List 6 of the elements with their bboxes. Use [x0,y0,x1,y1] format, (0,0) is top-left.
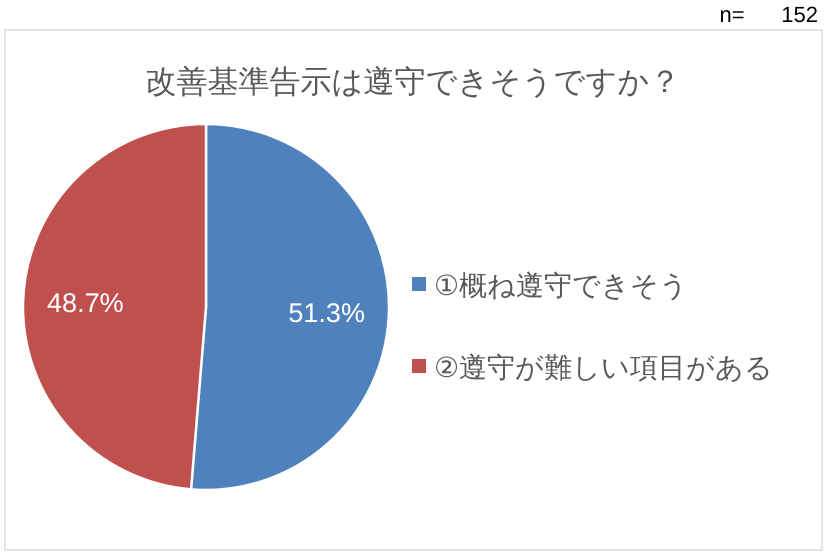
legend-label: ②遵守が難しい項目がある [434,352,774,383]
text: n= 152 [720,2,818,27]
data-label: 51.3% [288,298,365,328]
data-label: 48.7% [47,288,124,318]
chart-title: 改善基準告示は遵守できそうですか？ [146,64,680,99]
legend-label: ①概ね遵守できそう [434,270,688,301]
